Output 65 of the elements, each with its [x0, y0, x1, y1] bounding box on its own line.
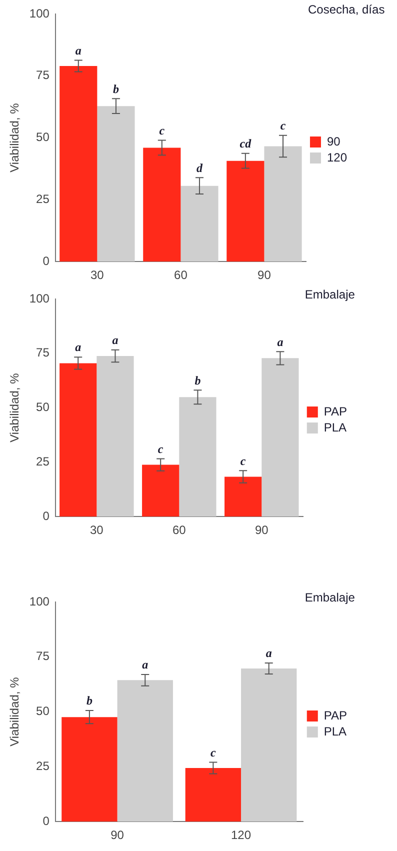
bar — [117, 680, 173, 822]
x-tick-label: 90 — [258, 268, 272, 282]
y-tick-label: 50 — [36, 400, 50, 414]
bar — [262, 358, 299, 517]
legend-label: 90 — [326, 134, 341, 148]
y-tick-label: 75 — [36, 68, 50, 82]
x-tick-label: 30 — [90, 523, 104, 538]
data-label: b — [112, 82, 119, 96]
data-label: c — [158, 442, 164, 456]
bar — [142, 464, 180, 517]
bar — [62, 717, 118, 822]
y-tick-label: 0 — [42, 254, 50, 268]
legend-label: PLA — [324, 420, 347, 434]
bar — [185, 768, 242, 822]
y-tick-label: 75 — [36, 346, 50, 360]
bar — [179, 397, 216, 517]
data-label: cd — [240, 136, 252, 150]
legend-label: 120 — [326, 150, 348, 164]
data-label: c — [159, 123, 166, 138]
y-tick-label: 25 — [36, 759, 50, 774]
y-tick-label: 100 — [29, 594, 50, 608]
bar — [97, 106, 135, 262]
bar — [264, 146, 302, 262]
data-label: a — [75, 43, 82, 58]
bar — [60, 66, 98, 262]
bar — [224, 476, 262, 517]
data-label: c — [280, 118, 286, 132]
data-label: a — [112, 333, 118, 348]
legend-title: Cosecha, días — [308, 2, 385, 16]
data-label: c — [240, 454, 246, 468]
data-label: c — [210, 745, 217, 760]
bar — [96, 356, 134, 517]
y-axis-title: Viabilidad, % — [8, 372, 22, 442]
y-tick-label: 25 — [36, 192, 50, 206]
x-tick-label: 30 — [90, 268, 104, 282]
bar — [226, 160, 264, 262]
legend-label: PLA — [324, 724, 347, 738]
y-tick-label: 50 — [36, 130, 50, 144]
legend-label: PAP — [324, 708, 348, 722]
y-tick-label: 0 — [42, 508, 50, 523]
legend-title: Embalaje — [304, 590, 356, 604]
x-tick-label: 60 — [174, 268, 188, 282]
y-tick-label: 50 — [36, 704, 50, 718]
bar — [180, 186, 218, 262]
data-label: a — [277, 334, 284, 349]
y-tick-label: 75 — [36, 649, 50, 664]
data-label: d — [196, 160, 204, 175]
data-label: b — [86, 694, 92, 708]
y-axis-title: Viabilidad, % — [8, 102, 22, 172]
bar — [241, 668, 297, 822]
y-axis-title: Viabilidad, % — [8, 676, 22, 746]
data-label: a — [142, 658, 148, 672]
y-tick-label: 100 — [29, 291, 50, 306]
y-tick-label: 25 — [36, 454, 50, 469]
x-tick-label: 60 — [172, 523, 186, 538]
y-tick-label: 0 — [42, 814, 50, 828]
bar — [60, 363, 97, 517]
data-label: b — [194, 373, 201, 388]
legend-label: PAP — [324, 404, 348, 418]
x-tick-label: 90 — [254, 523, 269, 538]
legend-title: Embalaje — [304, 287, 356, 302]
y-tick-label: 100 — [29, 6, 50, 20]
data-label: a — [75, 340, 82, 354]
data-label: a — [266, 646, 272, 660]
bar — [143, 148, 181, 262]
